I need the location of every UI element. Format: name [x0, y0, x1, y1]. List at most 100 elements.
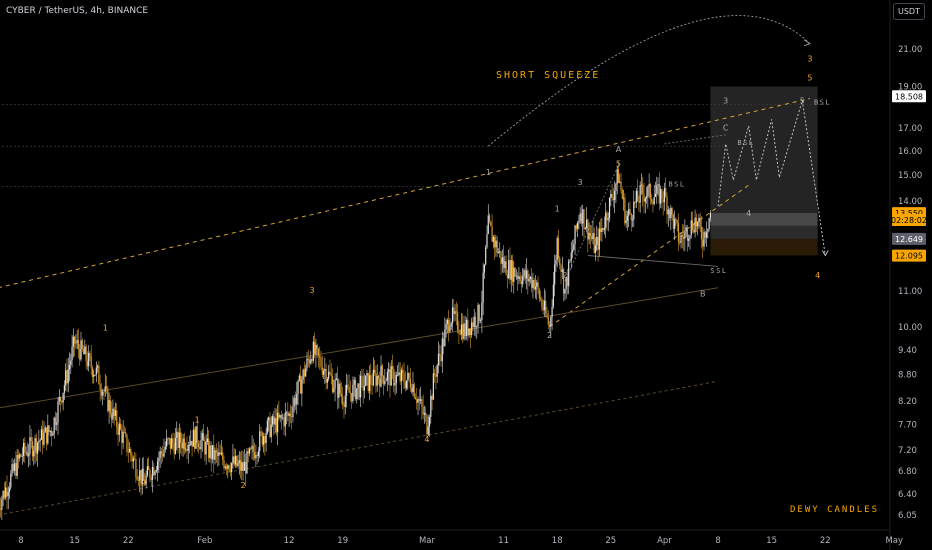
candle-body [485, 247, 487, 265]
candle-body [182, 438, 184, 449]
candle-body [123, 431, 126, 433]
candle-body [665, 188, 667, 197]
candle-body [303, 369, 306, 377]
ssl-label: SSL [710, 267, 727, 275]
candle-body [348, 386, 350, 393]
candle-body [246, 451, 248, 474]
bsl-label: BSL [814, 99, 831, 107]
wave-label: 4 [593, 244, 598, 253]
candle-body [682, 236, 685, 239]
candle-body [322, 370, 325, 375]
arc-arrowhead [803, 39, 811, 47]
candle-body [194, 429, 196, 449]
candle-body [250, 448, 252, 450]
candle-body [675, 218, 677, 221]
candle-body [407, 373, 409, 381]
zone-box [710, 213, 818, 239]
candle-body [356, 388, 358, 400]
candle-body [277, 412, 279, 433]
candle-body [397, 374, 399, 376]
candle-body [617, 169, 620, 183]
candle-body [328, 371, 330, 379]
price-axis[interactable]: 21.00 19.00 17.00 16.00 15.00 14.00 11.00 10.00… [891, 45, 927, 521]
candle-body [371, 383, 373, 386]
squeeze-arc-arrow [487, 15, 811, 147]
price-tick-label: 16.00 [898, 147, 922, 157]
time-tick-label: 22 [820, 536, 831, 546]
candle-body [10, 473, 12, 488]
time-axis[interactable]: 8 15 22 Feb 12 19 Mar 11 18 25 Apr 8 15 22 May [18, 536, 903, 546]
candle-body [308, 359, 311, 364]
candle-body [227, 465, 229, 469]
candle-body [98, 365, 100, 385]
candle-body [275, 418, 277, 433]
candle-body [550, 317, 552, 327]
price-badge-label: 02:28:02 [891, 216, 927, 225]
price-tick-label: 8.20 [898, 397, 917, 407]
wave-label: 2 [241, 481, 246, 490]
candle-body [259, 431, 261, 452]
candle-body [357, 383, 359, 389]
candle-body [459, 333, 461, 335]
candle-body [509, 260, 511, 280]
candle-body [574, 225, 576, 245]
currency-button[interactable]: USDT [893, 3, 925, 20]
candle-body [178, 432, 180, 448]
candle-body [75, 342, 77, 344]
candle-body [395, 375, 397, 384]
candle-body [273, 416, 275, 425]
candle-body [468, 328, 470, 336]
candle-body [279, 415, 281, 418]
candle-body [335, 378, 337, 380]
candle-body [548, 324, 551, 327]
candle-body [30, 437, 32, 442]
candle-body [238, 460, 240, 464]
candle-body [270, 424, 272, 437]
candle-body [205, 441, 207, 455]
candle-body [94, 374, 96, 376]
candle-body [154, 471, 156, 475]
candle-body [81, 340, 83, 350]
candle-body [391, 366, 394, 370]
candle-body [629, 209, 631, 214]
candle-body [171, 438, 173, 449]
short-squeeze-label: SHORT SQUEEZE [496, 70, 601, 81]
time-tick-label: Mar [419, 536, 436, 546]
candle-body [444, 329, 446, 347]
candle-body [598, 228, 600, 250]
candle-body [403, 373, 405, 383]
wave-label: 4 [815, 271, 820, 280]
candle-body [14, 463, 16, 471]
candle-body [82, 349, 85, 355]
candle-body [62, 392, 64, 403]
candle-body [419, 399, 422, 401]
candle-body [33, 450, 35, 457]
candle-body [200, 440, 202, 450]
candle-body [51, 430, 53, 436]
candle-body [283, 417, 285, 427]
candle-body [681, 235, 683, 237]
candle-body [472, 322, 474, 328]
candle-body [105, 386, 108, 389]
candle-body [40, 429, 43, 440]
candle-body [605, 212, 607, 228]
candle-body [28, 453, 30, 456]
candle-body [442, 338, 445, 347]
candle-body [12, 464, 14, 471]
candle-body [592, 232, 594, 240]
candle-body [483, 264, 486, 273]
candle-body [339, 383, 341, 394]
candle-body [423, 412, 426, 415]
candle-body [345, 384, 348, 396]
price-badge-label: 12.095 [895, 252, 923, 261]
candle-body [421, 399, 423, 407]
candle-body [560, 264, 562, 272]
candle-body [422, 406, 424, 415]
candle-body [589, 232, 591, 236]
candle-body [160, 451, 163, 454]
candle-body [555, 259, 557, 265]
candle-body [237, 463, 239, 467]
candle-body [74, 336, 76, 344]
candle-body [7, 491, 9, 497]
